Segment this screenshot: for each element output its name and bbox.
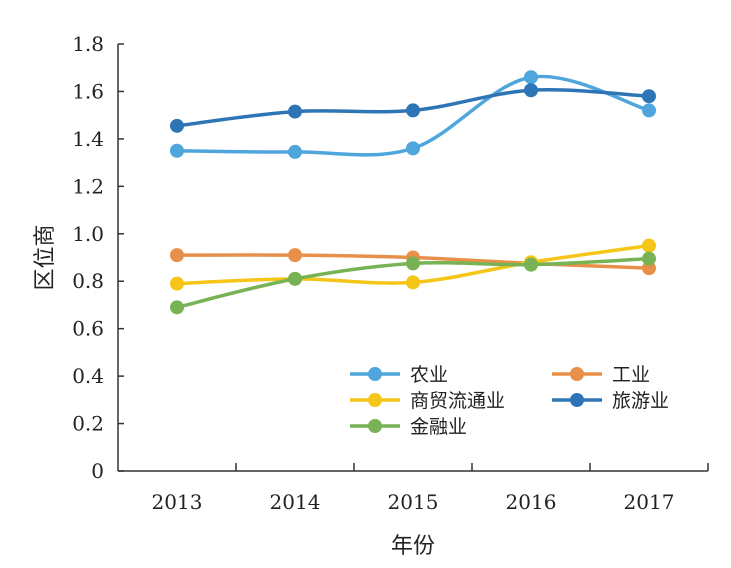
legend-swatch-marker [368,419,382,433]
x-ticks: 2013 2014 2015 2016 2017 [152,463,709,514]
legend-label: 工业 [612,364,650,386]
y-tick-label: 0.8 [72,269,104,293]
data-point [170,118,184,133]
legend-item: 商贸流通业 [350,390,505,412]
legend-item: 农业 [350,364,448,386]
data-point [288,248,302,263]
y-tick-label: 1.2 [72,174,104,198]
data-point [288,271,302,286]
legend-item: 旅游业 [552,390,669,412]
y-tick-label: 1.6 [72,79,104,103]
series-4 [170,83,656,133]
data-point [524,257,538,272]
y-tick-label: 0.6 [72,317,104,341]
data-point [406,275,420,290]
data-point [406,256,420,271]
x-tick-label: 2013 [152,490,203,514]
data-point [170,143,184,158]
x-tick-label: 2014 [270,490,321,514]
y-tick-label: 0 [91,459,104,483]
legend-label: 农业 [410,364,448,386]
y-ticks: 0 0.2 0.4 0.6 0.8 1.0 1.2 1.4 1.6 1.8 [72,32,124,483]
y-tick-label: 0.4 [72,364,104,388]
legend-swatch-marker [368,393,382,407]
plot-lines [170,70,656,315]
x-axis-title: 年份 [391,534,435,559]
data-point [524,70,538,85]
data-point [170,248,184,263]
legend-label: 金融业 [410,416,467,438]
y-tick-label: 0.2 [72,412,104,436]
data-point [170,300,184,315]
y-tick-label: 1.0 [72,222,104,246]
legend-label: 旅游业 [612,390,669,412]
data-point [406,103,420,118]
y-axis-title: 区位商 [33,224,58,290]
x-tick-label: 2017 [624,490,675,514]
data-point [642,89,656,104]
data-point [288,104,302,119]
x-tick-label: 2015 [388,490,439,514]
series-1 [170,70,656,159]
data-point [524,83,538,98]
legend-swatch-marker [570,367,584,381]
legend-label: 商贸流通业 [410,390,505,412]
x-tick-label: 2016 [506,490,557,514]
data-point [170,276,184,291]
y-tick-label: 1.8 [72,32,104,56]
legend-swatch-marker [368,367,382,381]
data-point [642,238,656,253]
y-tick-label: 1.4 [72,127,104,151]
data-point [406,141,420,156]
axes: 00.20.40.60.81.01.21.41.61.8 2013 2014 201… [72,32,709,514]
series-5 [170,251,656,315]
data-point [642,251,656,266]
data-point [288,144,302,159]
data-point [642,103,656,118]
legend-swatch-marker [570,393,584,407]
legend-item: 工业 [552,364,650,386]
legend-item: 金融业 [350,416,467,438]
